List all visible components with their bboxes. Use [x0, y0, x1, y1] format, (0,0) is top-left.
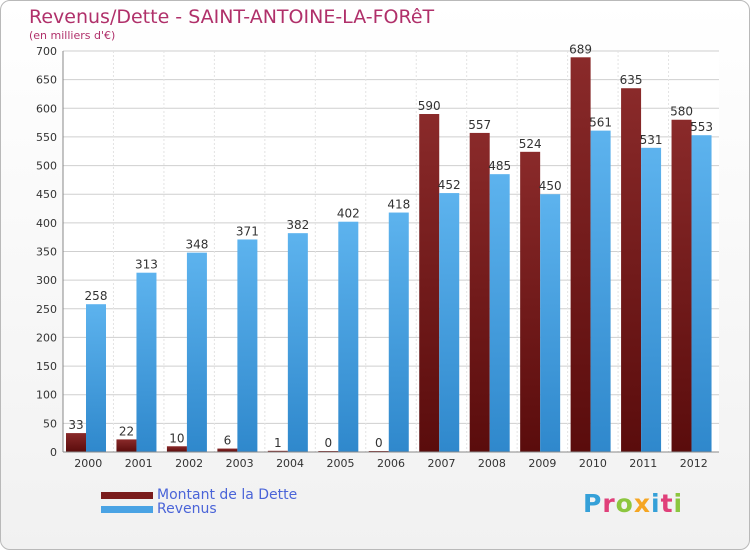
bar-revenus — [439, 193, 460, 452]
logo-letter: i — [651, 489, 661, 518]
x-tick-label: 2011 — [629, 457, 657, 470]
data-label: 371 — [236, 224, 259, 238]
data-label: 557 — [468, 118, 491, 132]
legend-item-dette: Montant de la Dette — [101, 488, 297, 502]
legend-label-dette: Montant de la Dette — [157, 487, 298, 503]
y-tick-label: 600 — [36, 102, 57, 115]
y-tick-label: 650 — [36, 74, 57, 87]
y-tick-label: 200 — [36, 331, 57, 344]
y-tick-label: 500 — [36, 160, 57, 173]
bar-dette — [469, 132, 490, 452]
x-tick-label: 2002 — [175, 457, 203, 470]
y-tick-label: 100 — [36, 389, 57, 402]
data-label: 33 — [68, 418, 83, 432]
bar-revenus — [489, 174, 510, 452]
bar-dette — [520, 151, 541, 452]
x-tick-label: 2005 — [327, 457, 355, 470]
x-tick-label: 2009 — [528, 457, 556, 470]
data-label: 418 — [387, 198, 410, 212]
data-label: 348 — [185, 238, 208, 252]
x-tick-label: 2006 — [377, 457, 405, 470]
data-label: 402 — [337, 207, 360, 221]
bar-revenus — [186, 252, 207, 452]
legend-swatch-dette — [101, 491, 153, 499]
y-tick-label: 50 — [43, 417, 57, 430]
y-tick-label: 150 — [36, 360, 57, 373]
bar-revenus — [136, 272, 157, 452]
data-label: 10 — [169, 431, 184, 445]
bar-dette — [66, 433, 86, 452]
chart-subtitle: (en milliers d'€) — [29, 29, 116, 42]
chart-title: Revenus/Dette - SAINT-ANTOINE-LA-FORêT — [29, 6, 435, 28]
y-tick-label: 0 — [50, 446, 57, 459]
bar-revenus — [590, 130, 611, 452]
bar-revenus — [86, 304, 106, 452]
bar-dette — [419, 114, 440, 452]
data-label: 450 — [539, 179, 562, 193]
logo-letter: o — [615, 489, 634, 518]
bar-revenus — [388, 212, 409, 452]
data-label: 382 — [286, 218, 309, 232]
logo-letter: P — [583, 489, 603, 518]
data-label: 22 — [119, 424, 134, 438]
y-tick-label: 550 — [36, 131, 57, 144]
proxiti-logo: Proxiti — [583, 489, 683, 518]
logo-letter: r — [602, 489, 616, 518]
data-label: 0 — [324, 436, 332, 450]
bar-revenus — [237, 239, 258, 452]
data-label: 689 — [569, 42, 592, 56]
y-tick-label: 400 — [36, 217, 57, 230]
data-label: 313 — [135, 258, 158, 272]
x-tick-label: 2000 — [74, 457, 102, 470]
logo-letter: i — [673, 489, 684, 518]
data-label: 635 — [620, 73, 643, 87]
y-tick-label: 700 — [36, 45, 57, 58]
data-label: 6 — [224, 434, 232, 448]
data-label: 580 — [670, 105, 693, 119]
bar-dette — [166, 446, 187, 452]
logo-letter: t — [660, 489, 674, 518]
y-tick-label: 350 — [36, 246, 57, 259]
x-tick-label: 2008 — [478, 457, 506, 470]
legend-swatch-revenus — [101, 505, 153, 513]
x-tick-label: 2004 — [276, 457, 304, 470]
data-label: 590 — [418, 99, 441, 113]
bar-revenus — [338, 221, 359, 452]
data-label: 0 — [375, 436, 383, 450]
y-tick-label: 250 — [36, 303, 57, 316]
bar-revenus — [287, 233, 308, 452]
bar-dette — [217, 448, 238, 452]
x-tick-label: 2003 — [226, 457, 254, 470]
data-label: 524 — [519, 137, 542, 151]
legend-item-revenus: Revenus — [101, 502, 217, 516]
x-tick-label: 2001 — [125, 457, 153, 470]
bar-dette — [116, 439, 137, 452]
data-label: 531 — [640, 133, 663, 147]
data-label: 485 — [488, 159, 511, 173]
bar-dette — [267, 450, 288, 452]
bar-revenus — [641, 147, 662, 452]
data-label: 1 — [274, 436, 282, 450]
x-tick-label: 2010 — [579, 457, 607, 470]
bar-dette — [671, 119, 692, 452]
logo-letter: x — [633, 489, 651, 518]
x-tick-label: 2007 — [427, 457, 455, 470]
data-label: 561 — [589, 116, 612, 130]
data-label: 258 — [85, 289, 108, 303]
data-label: 553 — [690, 120, 713, 134]
data-label: 452 — [438, 178, 461, 192]
bar-revenus — [540, 194, 561, 452]
bar-revenus — [691, 135, 712, 452]
legend-label-revenus: Revenus — [157, 501, 217, 517]
bar-dette — [570, 57, 591, 453]
y-tick-label: 300 — [36, 274, 57, 287]
bar-dette — [621, 88, 642, 452]
x-tick-label: 2012 — [680, 457, 708, 470]
y-tick-label: 450 — [36, 188, 57, 201]
